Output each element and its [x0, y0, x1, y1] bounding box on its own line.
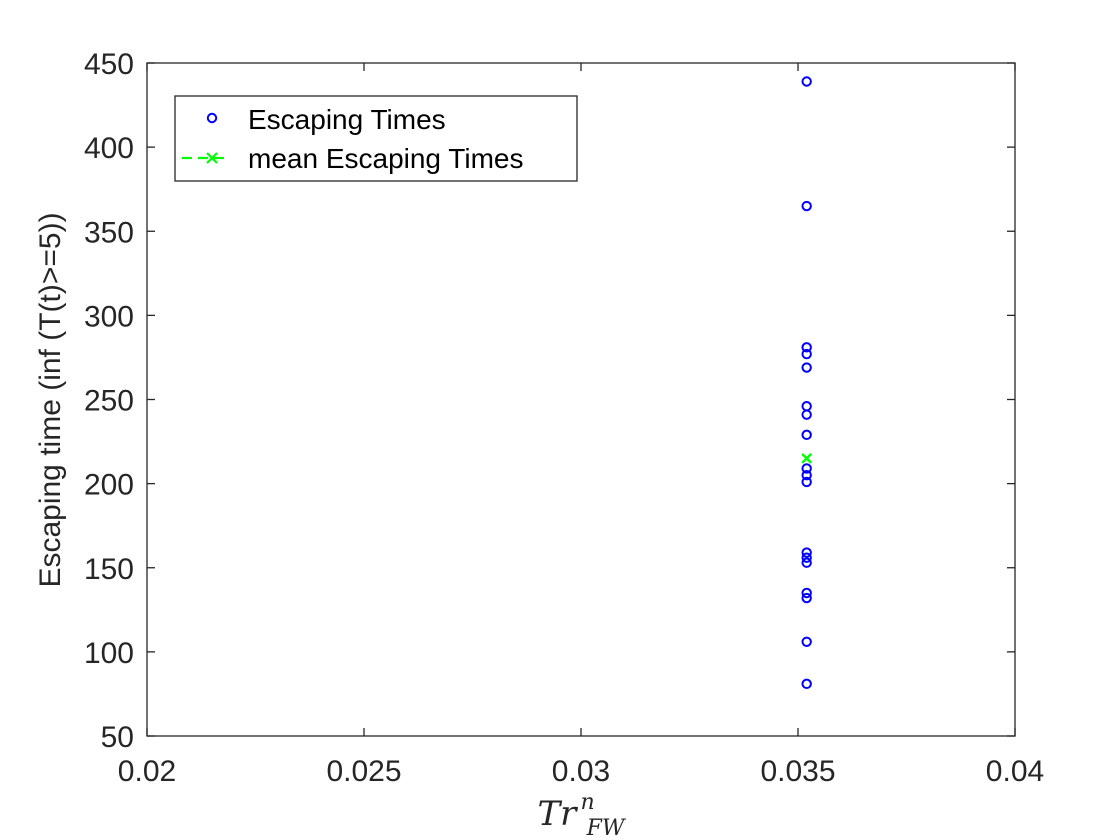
- data-point-escaping-time: [801, 348, 812, 360]
- legend-box: [174, 95, 578, 182]
- data-point-escaping-time: [801, 636, 812, 647]
- y-tick-label: 450: [84, 48, 134, 81]
- y-tick-label: 350: [84, 216, 134, 249]
- legend-label-mean-escaping-times: mean Escaping Times: [248, 143, 523, 174]
- y-tick-label: 250: [84, 385, 134, 418]
- y-tick-labels: 50 100 150 200 250 300 350 400 450: [84, 48, 134, 754]
- x-tick-label: 0.02: [118, 755, 176, 788]
- legend-marker-x: [206, 152, 218, 164]
- y-axis-label: Escaping time (inf (T(t)>=5)): [34, 212, 67, 587]
- x-axis-label-superscript: n: [580, 790, 594, 815]
- data-point-escaping-time: [801, 409, 812, 420]
- data-point-escaping-time: [801, 470, 812, 481]
- y-tick-label: 100: [84, 637, 134, 670]
- x-tick-label: 0.025: [326, 755, 401, 788]
- data-point-escaping-time: [801, 200, 812, 212]
- y-tick-label: 200: [84, 469, 134, 502]
- plot-frame: [146, 62, 1016, 737]
- data-point-escaping-time: [801, 76, 812, 87]
- x-axis-label: Tr n FW: [538, 790, 627, 840]
- data-points: [801, 76, 813, 690]
- y-tick-label: 300: [84, 300, 134, 333]
- legend-entry-escaping-times: Escaping Times: [206, 104, 446, 135]
- data-point-escaping-time: [801, 547, 812, 558]
- data-point-escaping-time: [801, 592, 812, 604]
- data-point-escaping-time: [801, 463, 812, 474]
- y-tick-label: 400: [84, 132, 134, 165]
- data-point-escaping-time: [801, 476, 812, 488]
- legend-marker-circle: [206, 112, 218, 124]
- x-tick-label: 0.03: [552, 755, 610, 788]
- x-axis-label-base: Tr: [538, 794, 579, 834]
- data-point-escaping-time: [801, 342, 812, 353]
- y-tick-label: 150: [84, 553, 134, 586]
- legend-label-escaping-times: Escaping Times: [248, 104, 446, 135]
- x-tick-label: 0.04: [986, 755, 1044, 788]
- data-point-escaping-time: [801, 552, 812, 563]
- data-point-escaping-time: [801, 557, 812, 568]
- x-axis-label-subscript: FW: [586, 816, 627, 840]
- x-tick-label: 0.035: [760, 755, 835, 788]
- legend-entry-mean-escaping-times: mean Escaping Times: [182, 143, 523, 174]
- data-point-escaping-time: [801, 678, 812, 690]
- data-point-escaping-time: [801, 429, 812, 441]
- legend: Escaping Times mean Escaping Times: [174, 95, 578, 182]
- data-point-escaping-time: [801, 587, 812, 599]
- y-tick-label: 50: [101, 721, 134, 754]
- x-tick-labels: 0.02 0.025 0.03 0.035 0.04: [118, 755, 1044, 788]
- data-point-mean-escaping-time: [801, 453, 813, 464]
- data-point-escaping-time: [801, 362, 812, 373]
